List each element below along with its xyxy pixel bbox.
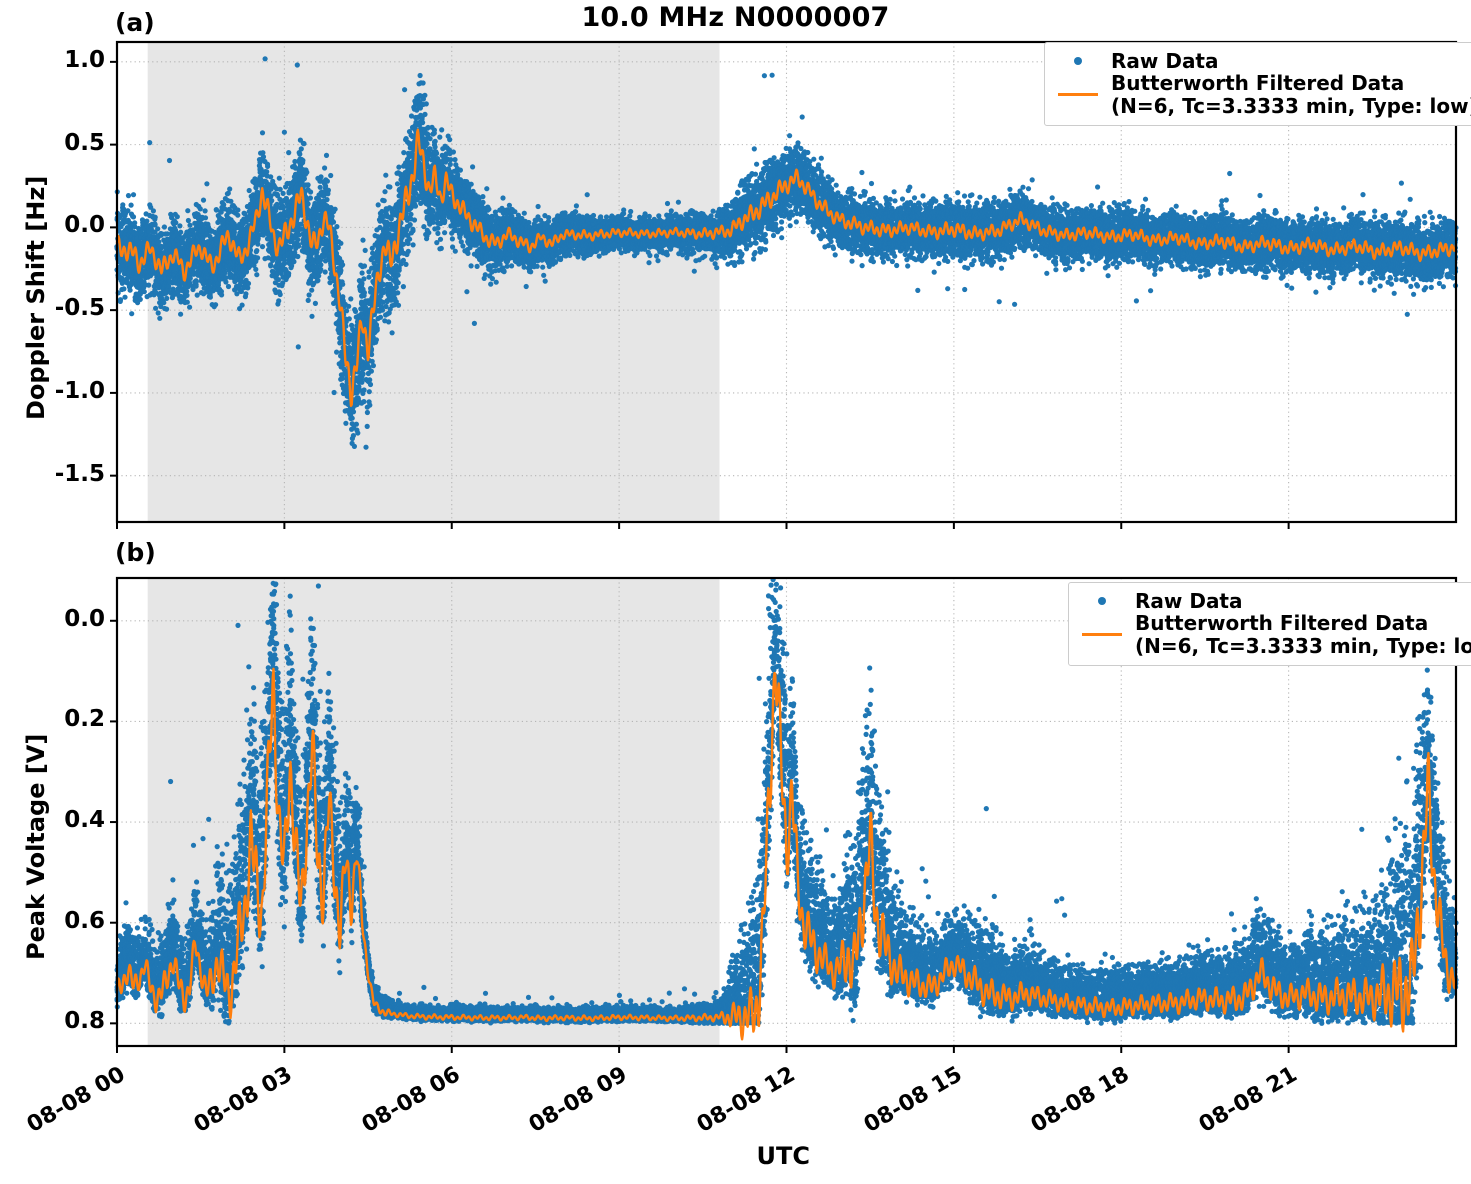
y-tick-label: 0.5: [64, 130, 105, 156]
legend-entry-raw-b: Raw Data: [1079, 590, 1471, 612]
y-tick-label: -1.0: [55, 378, 105, 404]
legend-label-filtered-2: (N=6, Tc=3.3333 min, Type: low): [1135, 635, 1471, 657]
legend-b: Raw Data Butterworth Filtered Data (N=6,…: [1068, 582, 1471, 666]
legend-entry-filtered-b: Butterworth Filtered Data (N=6, Tc=3.333…: [1079, 612, 1471, 657]
y-tick-label: 0.8: [64, 1008, 105, 1034]
y-tick-label: 0.4: [64, 807, 105, 833]
y-tick-label: -1.5: [55, 461, 105, 487]
legend-label-filtered-1: Butterworth Filtered Data: [1135, 612, 1471, 634]
y-tick-label: -0.5: [55, 295, 105, 321]
y-tick-label: 0.2: [64, 706, 105, 732]
legend-label-raw: Raw Data: [1135, 590, 1243, 612]
y-tick-label: 0.6: [64, 908, 105, 934]
y-tick-label: 0.0: [64, 212, 105, 238]
legend-dot-icon: [1079, 597, 1125, 605]
y-tick-label: 1.0: [64, 47, 105, 73]
legend-line-icon: [1079, 633, 1125, 636]
y-tick-label: 0.0: [64, 606, 105, 632]
